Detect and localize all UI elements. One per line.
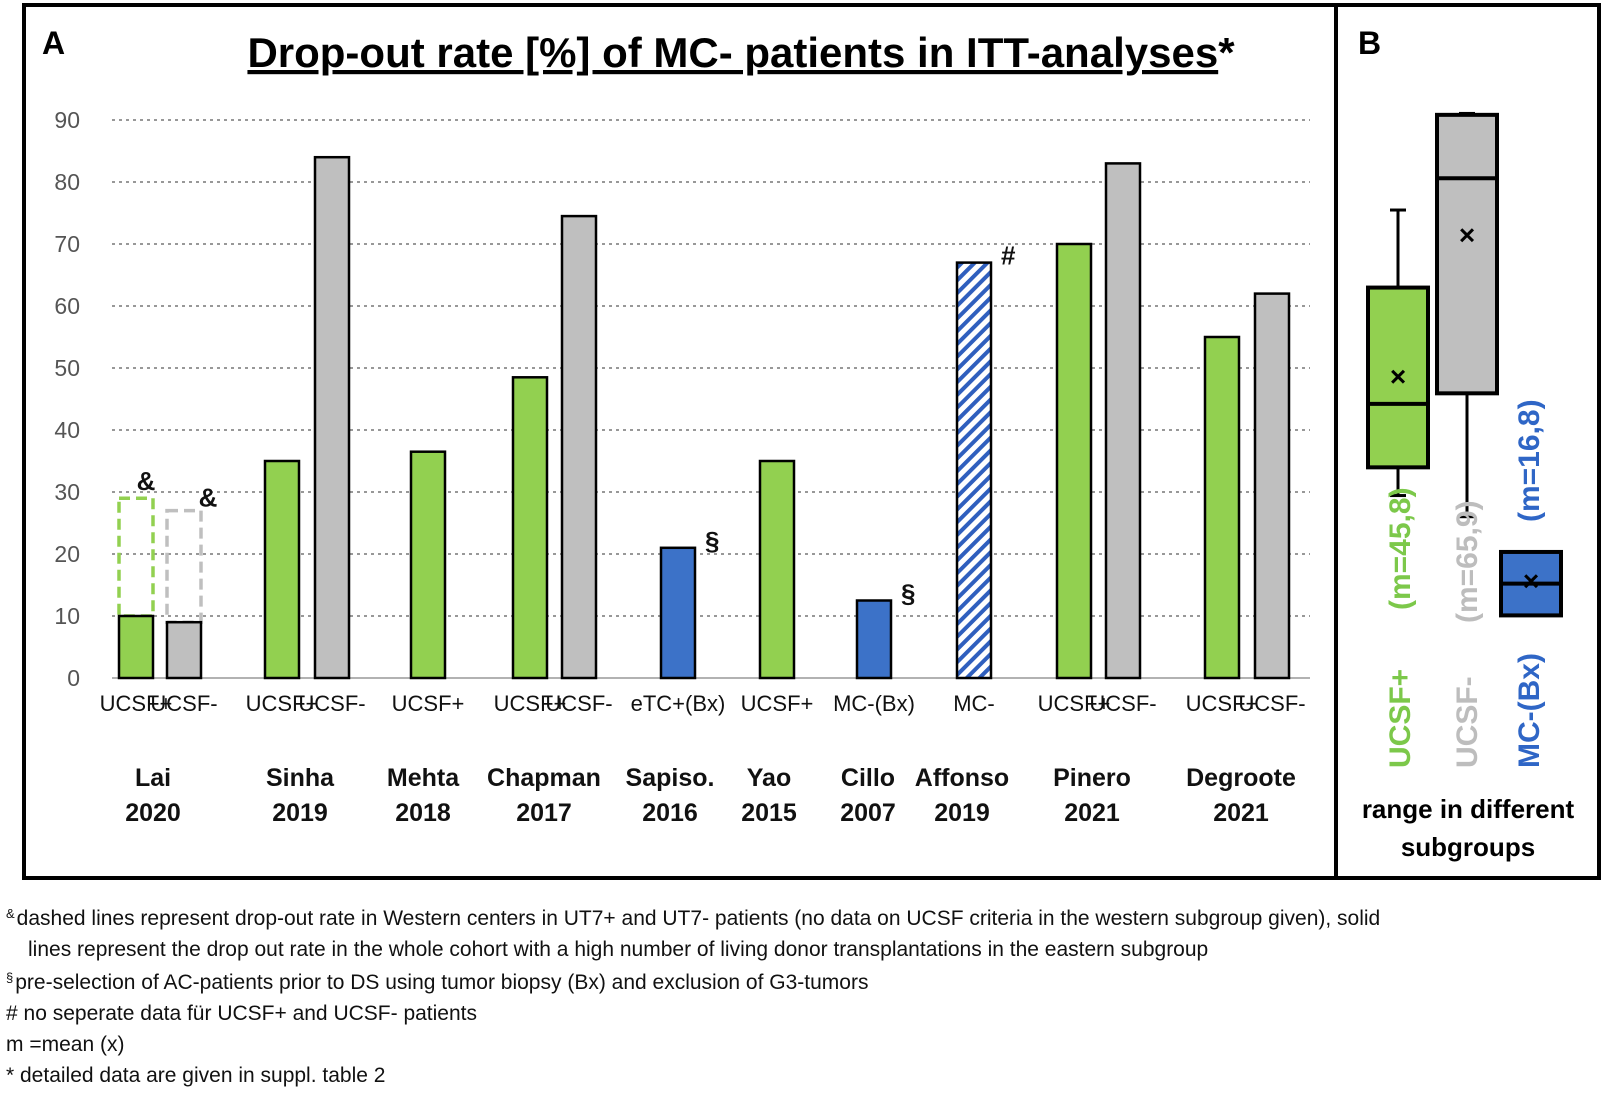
bar-ucsf_neg (165, 620, 203, 680)
footnote-hash: # no seperate data für UCSF+ and UCSF- p… (6, 1002, 477, 1025)
x-tick-label: UCSF+ (494, 691, 567, 716)
box-label-mean: (m=65,9) (1451, 500, 1484, 623)
figure-frame (22, 3, 1601, 880)
footnote-ampersand-cont: lines represent the drop out rate in the… (28, 938, 1209, 961)
footnote-mean: m =mean (x) (6, 1033, 125, 1056)
y-tick-label: 70 (54, 231, 80, 257)
study-name: Yao (747, 764, 791, 792)
annotation-mark: § (901, 579, 915, 609)
study-name: Lai (135, 764, 171, 792)
study-year: 2007 (840, 799, 896, 827)
bar-ucsf_pos (511, 376, 549, 680)
study-year: 2020 (125, 799, 181, 827)
y-tick-label: 60 (54, 293, 80, 319)
bar-ucsf_pos (1203, 335, 1241, 680)
box-ucsf_pos (1366, 285, 1430, 470)
study-name: Mehta (387, 764, 460, 792)
boxplots: × × × UCSF+ (m=45,8) UCSF- (m=65,9) MC-(Bx) (m=1… (1366, 111, 1563, 768)
study-name: Cillo (841, 764, 895, 792)
x-tick-label: UCSF- (545, 691, 612, 716)
x-tick-label: UCSF- (1089, 691, 1156, 716)
study-name: Sinha (266, 764, 335, 792)
x-tick-label: UCSF+ (1186, 691, 1259, 716)
study-name: Sapiso. (626, 764, 715, 792)
bar-ucsf_pos (1055, 242, 1093, 680)
chart-title: Drop-out rate [%] of MC- patients in ITT… (247, 29, 1235, 76)
bar-ucsf_pos (409, 450, 447, 680)
box-label-name: MC-(Bx) (1513, 653, 1546, 768)
bar-ucsf_pos (117, 614, 155, 680)
footnote-asterisk: * detailed data are given in suppl. tabl… (6, 1064, 386, 1087)
y-tick-label: 50 (54, 355, 80, 381)
bar-ucsf_neg (313, 155, 351, 680)
box-label-mean: (m=16,8) (1513, 399, 1546, 522)
y-tick-label: 10 (54, 603, 80, 629)
study-year: 2019 (934, 799, 990, 827)
bar-mc_bx (855, 599, 893, 680)
x-tick-label: MC-(Bx) (833, 691, 915, 716)
box-label-mean: (m=45,8) (1384, 487, 1417, 610)
figure: A B Drop-out rate [%] of MC- patients in… (22, 3, 1601, 880)
mean-marker: × (1390, 361, 1406, 392)
bar-ucsf_pos (758, 459, 796, 680)
x-tick-label: UCSF- (1238, 691, 1305, 716)
x-tick-label: UCSF- (150, 691, 217, 716)
study-name: Degroote (1186, 764, 1296, 792)
bar-ucsf_pos (263, 459, 301, 680)
bar-ucsf_neg (1253, 292, 1291, 680)
study-year: 2015 (741, 799, 797, 827)
study-year: 2019 (272, 799, 328, 827)
y-tick-label: 0 (67, 665, 80, 691)
y-tick-label: 40 (54, 417, 80, 443)
x-tick-label: UCSF+ (392, 691, 465, 716)
annotation-mark: & (137, 466, 156, 496)
x-tick-label: UCSF+ (100, 691, 173, 716)
y-tick-label: 90 (54, 107, 80, 133)
panel-label-b: B (1358, 25, 1381, 61)
bar-mc_hatched (955, 261, 993, 680)
bar-ucsf_neg (1104, 162, 1142, 680)
box-label-name: UCSF- (1451, 676, 1484, 768)
box-ucsf_neg (1435, 112, 1499, 396)
study-name: Affonso (915, 764, 1009, 792)
y-axis: 0 10 20 30 40 50 60 70 80 90 (54, 107, 80, 691)
x-tick-label: MC- (953, 691, 995, 716)
study-year: 2021 (1213, 799, 1269, 827)
bar-mc_bx (659, 546, 697, 680)
study-year: 2021 (1064, 799, 1120, 827)
y-tick-label: 30 (54, 479, 80, 505)
x-tick-label: eTC+(Bx) (631, 691, 726, 716)
mean-marker: × (1459, 219, 1475, 250)
bar-ucsf_neg (560, 214, 598, 680)
study-year: 2018 (395, 799, 451, 827)
x-tick-label: UCSF+ (246, 691, 319, 716)
study-name: Pinero (1053, 764, 1131, 792)
annotation-mark: & (199, 483, 218, 513)
bars: UCSF+&UCSF-&Lai2020UCSF+UCSF-Sinha2019UC… (100, 155, 1306, 827)
study-year: 2017 (516, 799, 572, 827)
y-tick-label: 20 (54, 541, 80, 567)
box-label-name: UCSF+ (1384, 669, 1417, 768)
y-tick-label: 80 (54, 169, 80, 195)
bar-dashed-western (117, 496, 155, 618)
study-name: Chapman (487, 764, 601, 792)
x-tick-label: UCSF+ (741, 691, 814, 716)
footnote-section: §pre-selection of AC-patients prior to D… (6, 970, 869, 994)
panel-label-a: A (42, 25, 65, 61)
panel-b-caption: range in different subgroups (1362, 794, 1575, 862)
footnote-ampersand: &dashed lines represent drop-out rate in… (6, 906, 1381, 930)
mean-marker: × (1523, 566, 1539, 597)
study-year: 2016 (642, 799, 698, 827)
x-tick-label: UCSF+ (1038, 691, 1111, 716)
annotation-mark: § (705, 526, 719, 556)
annotation-mark: # (1001, 241, 1016, 271)
x-tick-label: UCSF- (298, 691, 365, 716)
